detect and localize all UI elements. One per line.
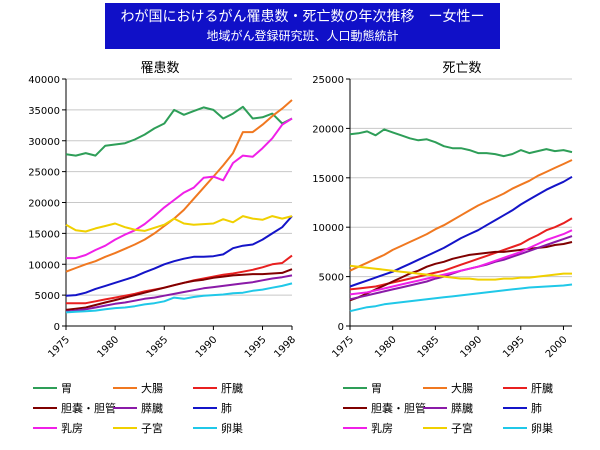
legend-label: 卵巣 xyxy=(531,422,553,435)
series-line-肝臓 xyxy=(66,254,293,305)
legend-label: 肝臓 xyxy=(221,382,243,395)
y-tick-label: 5000 xyxy=(35,291,60,302)
series-line-肺 xyxy=(349,175,573,288)
x-tick-label: 1985 xyxy=(416,334,442,360)
legend-label: 胆嚢・胆管 xyxy=(61,401,116,415)
legend-label: 胃 xyxy=(371,382,382,395)
y-tick-label: 30000 xyxy=(28,137,60,148)
legend-label: 胆嚢・胆管 xyxy=(371,401,426,415)
y-tick-label: 5000 xyxy=(319,273,344,284)
series-line-胆嚢・胆管 xyxy=(65,268,293,311)
y-tick-label: 0 xyxy=(338,322,344,333)
x-tick-label: 1990 xyxy=(458,334,484,360)
chart-panel-2: 死亡数 0 5000 10000 15000 20000 25000 1975 1980 1985… xyxy=(312,61,573,360)
chart-subtitle: 地域がん登録研究班、人口動態統計 xyxy=(206,29,399,43)
y-tick-label: 35000 xyxy=(28,106,60,117)
legend-label: 膵臓 xyxy=(141,402,163,415)
panel-title: 罹患数 xyxy=(140,61,179,76)
chart-panel-1: 罹患数 0 5000 10000 15000 20000 25000 30000 35000 40… xyxy=(28,61,298,360)
y-tick-label: 25000 xyxy=(312,75,344,86)
x-tick-label: 1980 xyxy=(95,334,121,360)
series-line-膵臓 xyxy=(349,235,573,301)
series-line-子宮 xyxy=(65,215,293,233)
series-line-肺 xyxy=(65,215,293,297)
y-tick-label: 10000 xyxy=(312,223,344,234)
x-tick-label: 1998 xyxy=(272,334,298,360)
legend-label: 大腸 xyxy=(141,381,163,395)
legend-label: 乳房 xyxy=(371,422,393,435)
y-tick-label: 20000 xyxy=(28,199,60,210)
series-line-卵巣 xyxy=(349,283,573,313)
x-tick-label: 1975 xyxy=(46,334,72,360)
series-line-卵巣 xyxy=(65,282,293,314)
series-line-乳房 xyxy=(66,117,293,260)
x-tick-label: 1990 xyxy=(194,334,220,360)
series-line-乳房 xyxy=(349,229,573,296)
x-tick-label: 1985 xyxy=(145,334,171,360)
y-tick-label: 10000 xyxy=(28,260,60,271)
legend-label: 肺 xyxy=(531,402,542,415)
series-line-大腸 xyxy=(65,99,293,273)
legend-label: 子宮 xyxy=(141,421,163,435)
legend-label: 子宮 xyxy=(451,421,473,435)
y-tick-label: 25000 xyxy=(28,168,60,179)
legend-label: 卵巣 xyxy=(221,422,243,435)
chart-title: わが国におけるがん罹患数・死亡数の年次推移 ー女性ー xyxy=(120,9,485,25)
legend-label: 乳房 xyxy=(61,422,83,435)
legend-label: 胃 xyxy=(61,382,72,395)
x-tick-label: 1995 xyxy=(501,334,527,360)
y-tick-label: 40000 xyxy=(28,75,60,86)
chart-title-banner: わが国におけるがん罹患数・死亡数の年次推移 ー女性ー 地域がん登録研究班、人口動… xyxy=(105,3,500,49)
x-tick-label: 2000 xyxy=(544,334,570,360)
x-tick-label: 1975 xyxy=(330,334,356,360)
legend-label: 膵臓 xyxy=(451,402,473,415)
y-tick-label: 0 xyxy=(54,322,60,333)
panel-title: 死亡数 xyxy=(442,61,481,76)
legend-label: 肝臓 xyxy=(531,382,553,395)
y-tick-label: 15000 xyxy=(312,174,344,185)
series-line-膵臓 xyxy=(65,274,293,313)
series-line-子宮 xyxy=(349,264,572,281)
y-tick-label: 15000 xyxy=(28,229,60,240)
series-line-胃 xyxy=(349,128,573,158)
x-tick-label: 1980 xyxy=(373,334,399,360)
series-line-胃 xyxy=(65,105,293,157)
legend-label: 大腸 xyxy=(451,381,473,395)
x-tick-label: 1995 xyxy=(243,334,269,360)
y-tick-label: 20000 xyxy=(312,124,344,135)
legend-label: 肺 xyxy=(221,402,232,415)
series-line-大腸 xyxy=(349,159,573,272)
